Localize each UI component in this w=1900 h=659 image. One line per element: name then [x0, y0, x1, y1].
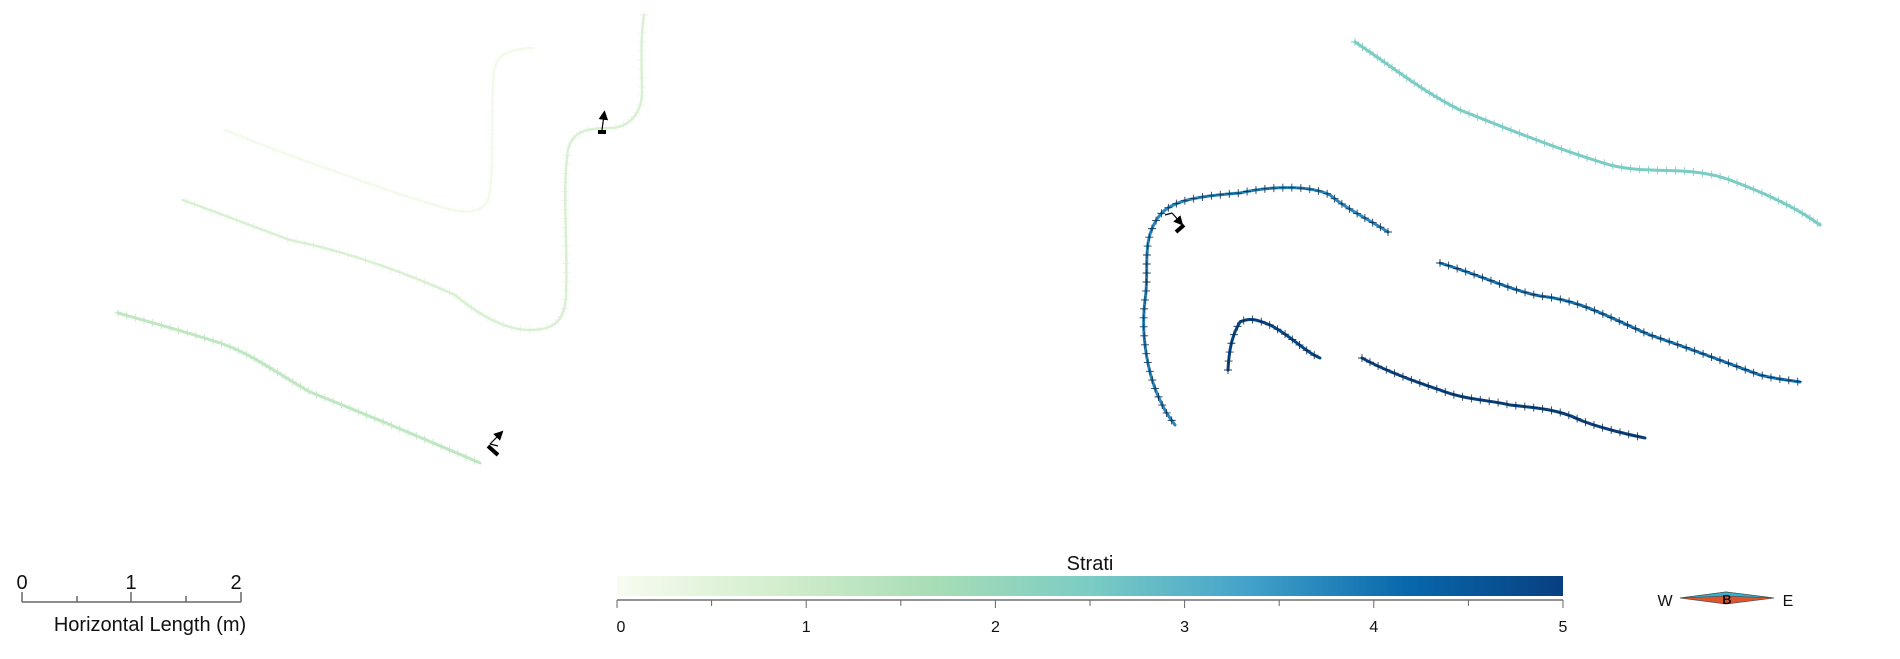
vertex-marks-right-1 — [1351, 38, 1822, 227]
vertex-marks-right-2 — [1139, 183, 1392, 425]
scale-bar-label-1: 1 — [125, 572, 136, 594]
scale-bar-label-2: 2 — [230, 572, 241, 594]
vertex-marks-left-0 — [221, 44, 536, 216]
colorbar-tick-label-1: 1 — [802, 619, 811, 636]
colorbar-title: Strati — [1067, 553, 1114, 575]
scale-bar-title: Horizontal Length (m) — [54, 614, 246, 636]
colorbar-tick-label-3: 3 — [1180, 619, 1189, 636]
stratum-line-right-5 — [1360, 356, 1647, 440]
stratum-line-right-4 — [1226, 317, 1322, 372]
vertex-marks-right-3 — [1436, 259, 1802, 386]
orientation-marker-3 — [1164, 212, 1186, 234]
vertex-marks-right-5 — [1358, 354, 1642, 441]
compass-east-label: E — [1783, 593, 1794, 610]
compass-needle-north-icon — [1679, 591, 1775, 599]
compass-west-label: W — [1657, 593, 1673, 610]
colorbar-tick-label-0: 0 — [617, 619, 626, 636]
strata-traces — [116, 13, 1822, 465]
orientation-marker-2 — [486, 430, 504, 457]
stratum-vertex-marks — [114, 11, 1822, 465]
stratum-line-right-1 — [1353, 40, 1822, 227]
colorbar-tick-label-5: 5 — [1559, 619, 1568, 636]
colorbar-gradient — [617, 576, 1563, 596]
compass-center-label: B — [1722, 592, 1731, 607]
stratum-line-right-2 — [1142, 186, 1390, 427]
vertex-marks-left-2 — [114, 309, 479, 465]
stratum-line-left-2 — [116, 311, 482, 465]
orientation-marker-1 — [598, 110, 609, 134]
colorbar-ticks: 0 1 2 3 4 5 — [616, 600, 1568, 636]
vertex-marks-right-4 — [1224, 315, 1319, 374]
colorbar-tick-label-4: 4 — [1369, 619, 1378, 636]
colorbar: Strati 0 1 2 3 4 5 — [616, 553, 1568, 636]
stratum-line-left-1 — [181, 13, 646, 332]
scale-bar: 0 1 2 Horizontal Length (m) — [16, 572, 246, 636]
colorbar-tick-label-2: 2 — [991, 619, 1000, 636]
scale-bar-label-0: 0 — [16, 572, 27, 594]
compass-rose: W E B — [1657, 591, 1794, 610]
stratum-line-left-0 — [223, 46, 534, 213]
vertex-marks-left-1 — [182, 11, 648, 334]
